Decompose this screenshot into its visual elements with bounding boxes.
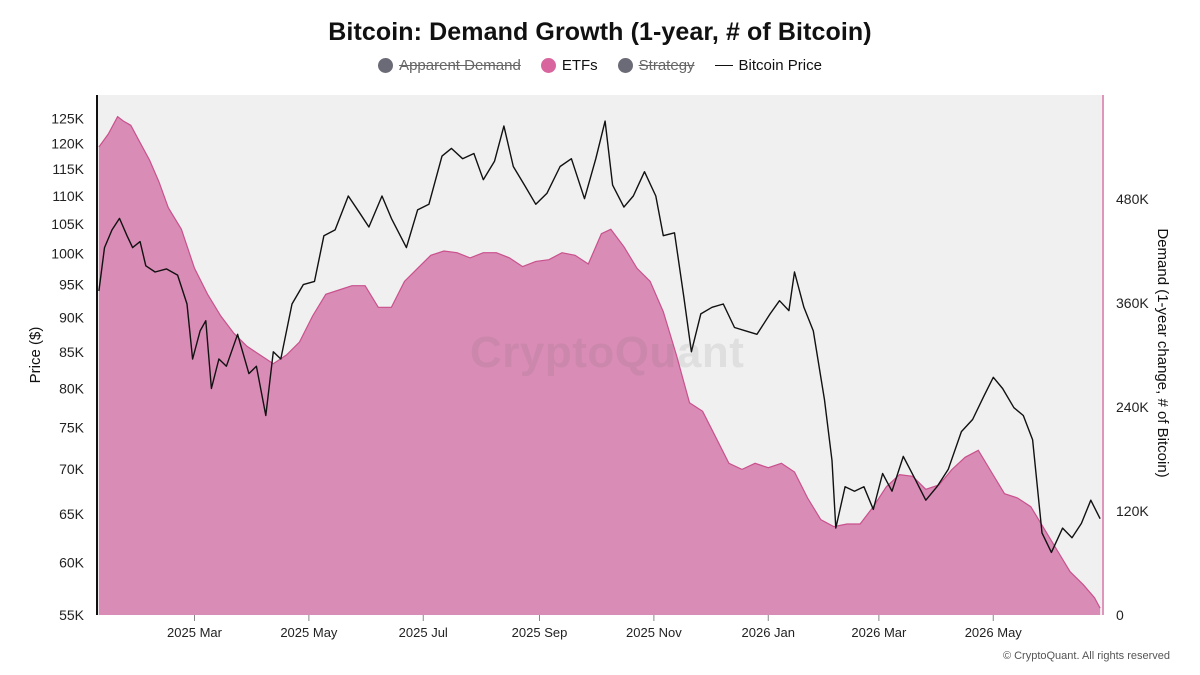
copyright-notice: © CryptoQuant. All rights reserved xyxy=(1002,650,1170,662)
y-left-tick-label: 100K xyxy=(51,246,84,262)
legend-line-icon xyxy=(714,65,733,66)
x-tick-label: 2026 May xyxy=(965,625,1023,640)
y-left-tick-label: 60K xyxy=(59,554,85,570)
legend-label: Bitcoin Price xyxy=(738,57,822,74)
y-right-tick-label: 240K xyxy=(1116,399,1149,415)
x-tick-label: 2025 Mar xyxy=(167,625,223,640)
y-left-tick-label: 55K xyxy=(59,607,85,623)
chart-title: Bitcoin: Demand Growth (1-year, # of Bit… xyxy=(328,18,872,46)
x-tick-label: 2026 Mar xyxy=(851,625,907,640)
x-tick-label: 2025 Sep xyxy=(512,625,568,640)
left-axis-ticks: 55K 60K 65K 70K 75K 80K 85K 90K 95K 100K 105K 110K 1… xyxy=(51,111,84,623)
y-left-tick-label: 105K xyxy=(51,216,84,232)
y-left-tick-label: 95K xyxy=(59,277,85,293)
y-right-tick-label: 480K xyxy=(1116,191,1149,207)
x-axis-ticks: 2025 Mar 2025 May 2025 Jul 2025 Sep 2025 Nov… xyxy=(167,615,1022,640)
y-left-tick-label: 125K xyxy=(51,111,84,127)
right-axis-label: Demand (1-year change, # of Bitcoin) xyxy=(1154,228,1171,477)
y-left-tick-label: 120K xyxy=(51,135,84,151)
left-axis-label: Price ($) xyxy=(27,327,44,384)
y-left-tick-label: 70K xyxy=(59,461,85,477)
price-line-layer xyxy=(98,120,1101,554)
x-tick-label: 2025 May xyxy=(280,625,338,640)
right-axis-ticks: 0 120K 240K 360K 480K xyxy=(1116,191,1149,623)
x-tick-label: 2025 Jul xyxy=(399,625,448,640)
watermark: CryptoQuant xyxy=(470,328,745,377)
legend-dot-icon xyxy=(540,58,556,73)
y-left-tick-label: 85K xyxy=(59,344,85,360)
y-left-tick-label: 80K xyxy=(59,380,85,396)
y-right-tick-label: 120K xyxy=(1116,503,1149,519)
etf-area xyxy=(98,116,1101,615)
y-left-tick-label: 90K xyxy=(59,309,85,325)
legend: Apparent Demand ETFs Strategy Bitcoin Pr… xyxy=(0,57,1200,74)
y-left-tick-label: 65K xyxy=(59,506,85,522)
y-left-tick-label: 75K xyxy=(59,420,85,436)
y-left-tick-label: 110K xyxy=(52,188,84,204)
legend-item-etfs[interactable]: ETFs xyxy=(540,57,598,74)
bitcoin-price-line xyxy=(98,120,1101,554)
legend-dot-icon xyxy=(378,58,394,73)
legend-item-apparent-demand[interactable]: Apparent Demand xyxy=(378,57,521,74)
x-tick-label: 2025 Nov xyxy=(626,625,682,640)
y-right-tick-label: 0 xyxy=(1116,607,1124,623)
legend-label: Apparent Demand xyxy=(399,57,521,74)
legend-label: Strategy xyxy=(638,57,695,74)
y-left-tick-label: 115K xyxy=(52,161,84,177)
legend-item-strategy[interactable]: Strategy xyxy=(617,57,695,74)
legend-dot-icon xyxy=(617,58,633,73)
y-right-tick-label: 360K xyxy=(1116,295,1149,311)
x-tick-label: 2026 Jan xyxy=(742,625,796,640)
legend-label: ETFs xyxy=(561,57,598,74)
legend-item-bitcoin-price[interactable]: Bitcoin Price xyxy=(714,57,822,74)
